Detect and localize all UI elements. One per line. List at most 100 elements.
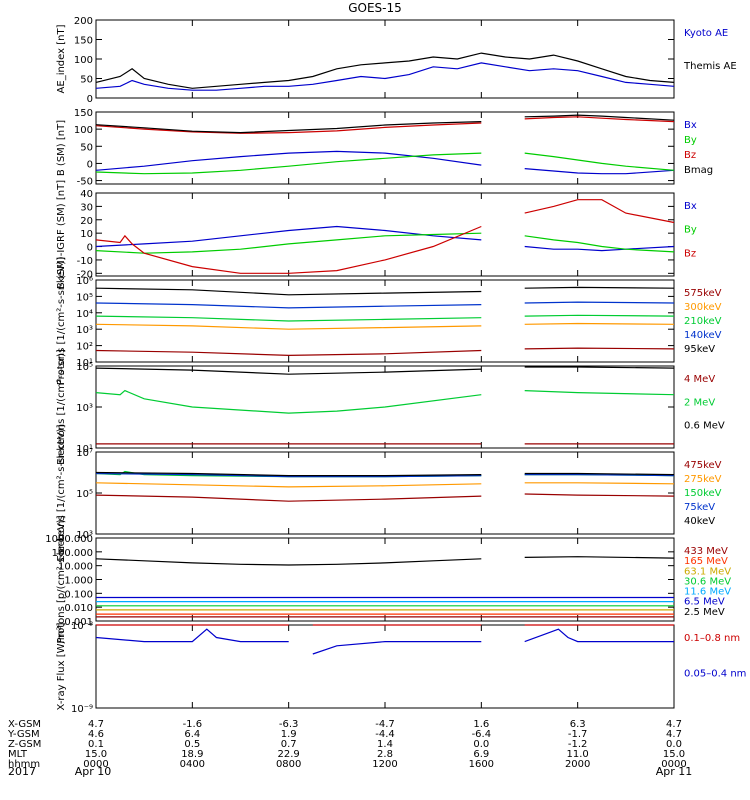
y-tick-label: 10⁶ [76,276,93,287]
legend-label: 11.6 MeV [684,587,731,598]
axis-row-value: 11.0 [567,749,589,760]
legend-label: 40keV [684,516,715,527]
legend-label: Themis AE [683,61,737,72]
y-axis-label: Protons [p/(cm²-s-sr-keV)] [56,515,67,643]
series-line [95,116,675,134]
axis-row-value: 6.9 [473,749,489,760]
panel-frame [95,279,675,363]
y-tick-label: 50 [80,142,93,153]
y-tick-label: 10³ [76,325,93,336]
y-tick-label: 150 [74,108,93,119]
legend-label: 150keV [684,488,722,499]
legend-label: Bz [684,150,696,161]
y-tick-label: 10⁵ [76,362,93,373]
panel-7: 0.001 0.010 0.100 1.000 10.000 100.000 1000.00… [45,515,731,643]
legend-label: 165 MeV [684,556,728,567]
axis-row-name: hhmm [8,759,40,770]
y-axis-label: X-ray Flux [W/m²] [56,622,67,710]
panel-4: 10¹ 10² 10³ 10⁴ 10⁵ 10⁶ Protons [1/(cm²-s-sr-k… [56,257,722,385]
legend-label: 0.1–0.8 nm [684,633,740,644]
axis-row-value: 4.7 [666,729,682,740]
chart-title: GOES-15 [348,1,402,15]
series-line [95,286,675,296]
y-tick-label: 10⁵ [76,489,93,500]
y-tick-label: 1.000 [64,576,93,587]
axis-row-name: MLT [8,749,28,760]
y-tick-label: 10³ [76,403,93,414]
legend-label: 30.6 MeV [684,576,731,587]
axis-row-value: 0.0 [473,739,489,750]
y-axis-label: Electrons [1/(cm²-s-sr)] [56,349,67,465]
legend-label: 2.5 MeV [684,607,725,618]
legend-label: 6.5 MeV [684,597,725,608]
axis-row-value: 4.7 [88,719,104,730]
legend-label: 4 MeV [684,374,715,385]
y-tick-label: 10¹ [76,444,93,455]
panel-frame [95,537,675,622]
legend-label: 95keV [684,344,715,355]
legend-label: 433 MeV [684,546,728,557]
y-tick-label: 10⁻⁹ [71,704,93,715]
axis-row-name: Z-GSM [8,739,41,750]
y-tick-label: 10⁴ [76,309,93,320]
series-line [95,471,675,477]
y-tick-label: 1000.000 [45,534,93,545]
legend-label: 2 MeV [684,397,715,408]
y-tick-label: 0.001 [64,617,93,628]
time-axis-labels: 2017 Apr 10 Apr 11 X-GSM 4.7 -1.6 -6.3 -4.7 1… [7,719,692,778]
year-label: 2017 [8,765,36,778]
y-tick-label: 200 [74,16,93,27]
series-line [95,556,675,566]
y-tick-label: 30 [80,202,93,213]
y-tick-label: 10⁷ [76,448,93,459]
panel-frame [95,624,675,709]
legend-label: 140keV [684,330,722,341]
series-line [95,322,675,330]
y-tick-label: 10.000 [58,562,93,573]
legend-label: 0.6 MeV [684,421,725,432]
axis-row-value: 0000 [661,759,686,770]
axis-row-value: 1.6 [473,719,489,730]
axis-row-name: Y-GSM [7,729,40,740]
axis-row-value: 0.7 [281,739,297,750]
legend-label: Bmag [684,165,713,176]
axis-row-value: -6.4 [472,729,492,740]
axis-row-value: 1.4 [377,739,393,750]
legend-label: 75keV [684,502,715,513]
y-tick-label: 0.010 [64,603,93,614]
axis-row-value: -4.7 [375,719,395,730]
series-line [95,225,675,252]
y-tick-label: 10⁵ [76,292,93,303]
series-line [95,152,675,175]
axis-row-value: 4.6 [88,729,104,740]
series-line [95,366,675,375]
legend-label: 210keV [684,316,722,327]
y-axis-label: B (SM)-IGRF (SM) [nT] [56,180,67,289]
y-tick-label: 0 [87,159,93,170]
axis-row-value: 0.1 [88,739,104,750]
panel-5: 10¹ 10³ 10⁵ Electrons [1/(cm²-s-sr)] 4 MeV 2 … [56,349,725,465]
series-line [95,301,675,309]
y-tick-label: 10¹ [76,358,93,369]
y-axis-label: Protons [1/(cm²-s-sr-keV)] [56,257,67,385]
axis-row-value: 15.0 [663,749,685,760]
axis-row-value: -1.2 [568,739,588,750]
legend-label: Kyoto AE [684,28,728,39]
axis-row-value: 1600 [469,759,494,770]
legend-label: Bx [684,120,697,131]
y-tick-label: 100 [74,55,93,66]
series-line [95,199,675,274]
y-tick-label: 20 [80,216,93,227]
y-tick-label: 10³ [76,530,93,541]
y-tick-label: 100 [74,125,93,136]
y-axis-label: AE_index [nT] [56,24,67,93]
axis-row-value: 0000 [83,759,108,770]
series-line [95,389,675,414]
legend-label: 575keV [684,288,722,299]
series-line [95,628,674,655]
y-tick-label: -20 [77,269,93,280]
axis-row-value: 15.0 [85,749,107,760]
series-line [95,232,675,254]
axis-row-value: 1.9 [281,729,297,740]
